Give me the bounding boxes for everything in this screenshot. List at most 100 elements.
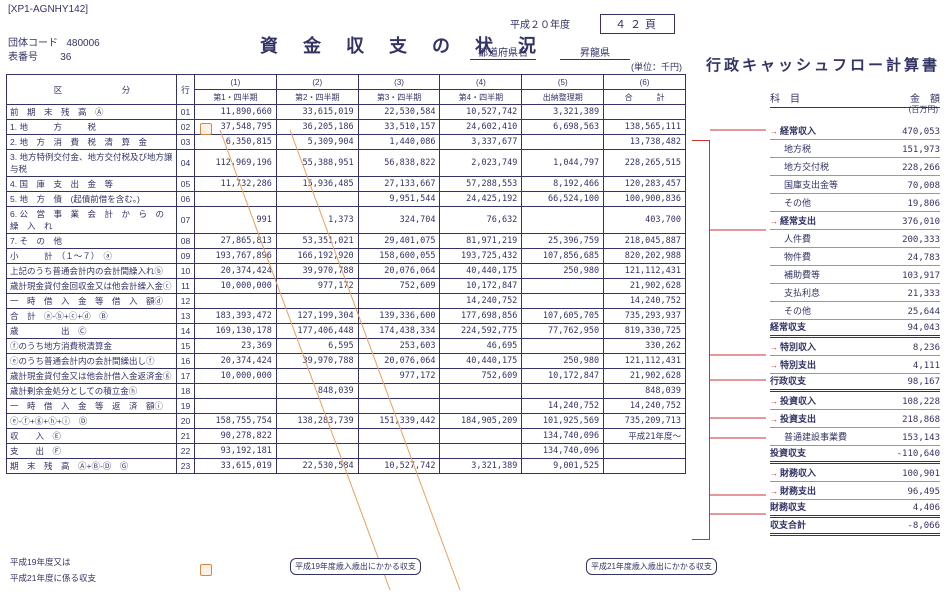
cell-value: 403,700 [604, 207, 686, 234]
cell-value: 21,902,628 [604, 369, 686, 384]
col-n4: (4) [440, 75, 522, 90]
cashflow-label: その他 [770, 304, 907, 317]
table-row: 2. 地 方 消 費 税 清 算 金036,350,8155,309,9041,… [7, 135, 686, 150]
row-label: 5. 地 方 債 (起債前借を含む。) [7, 192, 177, 207]
unit-label: (単位：千円) [631, 60, 682, 73]
col-q1: 第1・四半期 [195, 90, 277, 105]
cashflow-label: 行政収支 [770, 374, 907, 387]
cell-value: 819,330,725 [604, 324, 686, 339]
table-row: ⓕのうち地方消費税清算金1523,3696,595253,60346,69533… [7, 339, 686, 354]
table-row: ⓔ-ⓕ+ⓖ+ⓗ+ⓘ Ⓓ20158,755,754138,283,739151,3… [7, 414, 686, 429]
row-label: 歳計剰余金処分としての積立金ⓗ [7, 384, 177, 399]
cell-value: 20,076,064 [358, 354, 440, 369]
cell-value: 66,524,100 [522, 192, 604, 207]
cell-value: 991 [195, 207, 277, 234]
row-number: 20 [177, 414, 195, 429]
cashflow-row: 経常収支94,043 [770, 320, 940, 338]
arrow-icon: → [770, 415, 778, 424]
row-number: 18 [177, 384, 195, 399]
cashflow-amount: 96,495 [907, 487, 940, 497]
cell-value: 10,527,742 [358, 459, 440, 474]
cell-value [276, 294, 358, 309]
cell-value: 6,350,815 [195, 135, 277, 150]
cell-value: 平成21年度〜 [604, 429, 686, 444]
table-row: 期 末 残 高 Ⓐ+Ⓑ-Ⓓ Ⓖ2333,615,01922,530,58410,… [7, 459, 686, 474]
cell-value: 27,133,667 [358, 177, 440, 192]
cell-value: 20,076,064 [358, 264, 440, 279]
cell-value: 735,293,937 [604, 309, 686, 324]
cell-value: 10,172,847 [440, 279, 522, 294]
cell-value: 169,130,178 [195, 324, 277, 339]
cell-value: 250,980 [522, 354, 604, 369]
cell-value: 752,609 [358, 279, 440, 294]
cf-head-item: 科 目 [770, 90, 800, 105]
cell-value: 752,609 [440, 369, 522, 384]
cashflow-amount: 108,228 [902, 397, 940, 407]
cell-value: 20,374,424 [195, 354, 277, 369]
row-number: 04 [177, 150, 195, 177]
cell-value: 324,704 [358, 207, 440, 234]
cashflow-list: →経常収入470,053地方税151,973地方交付税228,266国庫支出金等… [770, 122, 940, 536]
table-row: 上記のうち普通会計内の会計間繰入れⓑ1020,374,42439,970,788… [7, 264, 686, 279]
cell-value: 90,278,822 [195, 429, 277, 444]
row-number: 07 [177, 207, 195, 234]
cashflow-row: →特別収入8,236 [770, 338, 940, 356]
row-label: 4. 国 庫 支 出 金 等 [7, 177, 177, 192]
cashflow-amount: 94,043 [907, 323, 940, 333]
cell-value: 14,240,752 [604, 399, 686, 414]
cell-value: 184,905,209 [440, 414, 522, 429]
cashflow-label: 物件費 [770, 250, 907, 263]
row-number: 17 [177, 369, 195, 384]
cell-value: 93,192,181 [195, 444, 277, 459]
cashflow-label: 補助費等 [770, 268, 902, 281]
pref-name: 昇龍県 [560, 44, 630, 60]
cell-value: 27,865,813 [195, 234, 277, 249]
row-number: 21 [177, 429, 195, 444]
cell-value: 121,112,431 [604, 264, 686, 279]
cell-value: 977,172 [358, 369, 440, 384]
row-number: 08 [177, 234, 195, 249]
cashflow-label: 投資収支 [770, 446, 897, 459]
cell-value: 2,023,749 [440, 150, 522, 177]
cell-value: 56,838,822 [358, 150, 440, 177]
row-label: 一 時 借 入 金 等 借 入 額ⓓ [7, 294, 177, 309]
cell-value: 224,592,775 [440, 324, 522, 339]
cashflow-label: →特別支出 [770, 358, 913, 371]
table-row: 小 計 （１～７） ⓐ09193,767,896166,192,920158,6… [7, 249, 686, 264]
arrow-icon: → [770, 127, 778, 136]
cell-value: 14,240,752 [604, 294, 686, 309]
cell-value [195, 384, 277, 399]
cell-value: 24,602,410 [440, 120, 522, 135]
cashflow-label: →経常支出 [770, 214, 902, 227]
cashflow-amount: 19,806 [907, 199, 940, 209]
cell-value: 820,202,988 [604, 249, 686, 264]
cell-value: 1,373 [276, 207, 358, 234]
row-label: 前 期 末 残 高 Ⓐ [7, 105, 177, 120]
row-label: 期 末 残 高 Ⓐ+Ⓑ-Ⓓ Ⓖ [7, 459, 177, 474]
highlight-mark [200, 564, 212, 576]
cashflow-amount: 98,167 [907, 377, 940, 387]
row-label: 1. 地 方 税 [7, 120, 177, 135]
cashflow-row: 補助費等103,917 [770, 266, 940, 284]
cell-value: 10,000,000 [195, 369, 277, 384]
row-number: 23 [177, 459, 195, 474]
callout-h21: 平成21年度歳入歳出にかかる収支 [586, 558, 717, 575]
cell-value: 3,337,677 [440, 135, 522, 150]
cashflow-label: 普通建設事業費 [770, 430, 902, 443]
cell-value: 134,740,096 [522, 444, 604, 459]
funds-table: 区 分 行 (1) (2) (3) (4) (5) (6) 第1・四半期 第2・… [6, 74, 686, 474]
arrow-icon: → [770, 361, 778, 370]
row-label: 2. 地 方 消 費 税 清 算 金 [7, 135, 177, 150]
col-n1: (1) [195, 75, 277, 90]
row-number: 09 [177, 249, 195, 264]
col-n6: (6) [604, 75, 686, 90]
col-q3: 第3・四半期 [358, 90, 440, 105]
cashflow-row: その他25,644 [770, 302, 940, 320]
cashflow-row: →財務支出96,495 [770, 482, 940, 500]
cashflow-row: 収支合計-8,066 [770, 518, 940, 536]
cell-value [195, 399, 277, 414]
cashflow-row: →財務収入100,901 [770, 464, 940, 482]
cell-value: 81,971,219 [440, 234, 522, 249]
cell-value: 158,755,754 [195, 414, 277, 429]
table-row: 6. 公 営 事 業 会 計 か ら の 繰 入 れ079911,373324,… [7, 207, 686, 234]
